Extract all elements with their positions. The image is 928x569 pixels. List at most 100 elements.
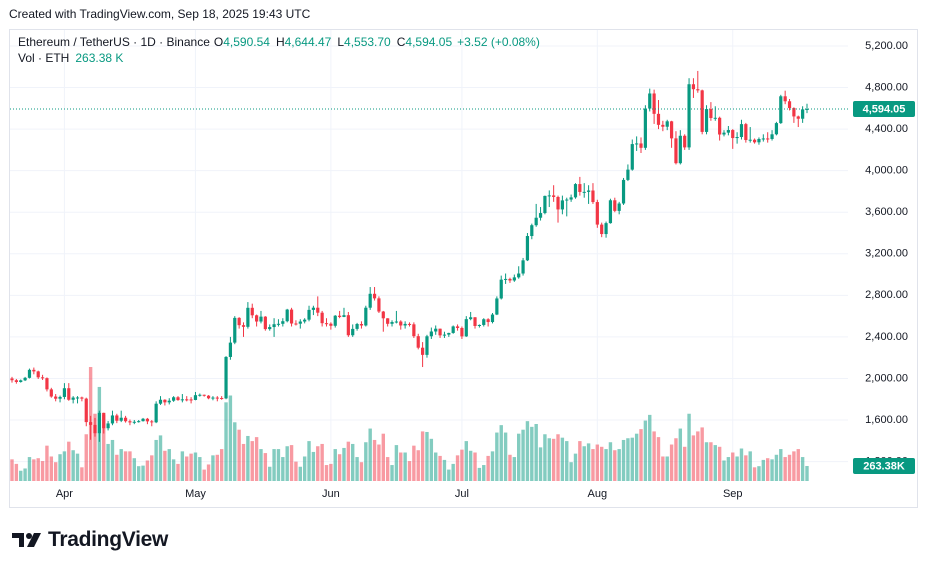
volume-bar — [324, 465, 329, 481]
volume-bar — [337, 454, 342, 481]
brand-logo — [12, 533, 41, 547]
volume-bar — [115, 454, 119, 481]
candle-body — [75, 397, 80, 399]
candle-body — [281, 321, 285, 324]
volume-bar — [385, 457, 390, 481]
volume-bar — [425, 431, 429, 481]
volume-bar — [75, 453, 80, 481]
candle-body — [582, 191, 586, 193]
candle-body — [774, 123, 779, 135]
volume-bar — [329, 463, 333, 481]
volume-bar — [176, 463, 180, 481]
volume-bar — [669, 444, 674, 481]
volume-bar — [399, 452, 403, 481]
volume-bar — [792, 451, 796, 481]
candle-body — [237, 317, 241, 326]
volume-bar — [617, 449, 621, 481]
volume-bar — [320, 443, 324, 481]
volume-bar — [27, 457, 32, 481]
volume-bar — [538, 447, 543, 481]
ohlc-value: 4,644.47 — [284, 35, 332, 49]
candle-body — [652, 93, 656, 114]
volume-bar — [316, 446, 320, 481]
volume-bar — [298, 466, 302, 481]
candle-body — [62, 388, 67, 397]
ohlc-label: C — [396, 35, 406, 49]
candle-body — [316, 307, 320, 313]
volume-bar — [145, 460, 150, 481]
candle-body — [303, 319, 307, 322]
volume-bar — [372, 439, 377, 481]
volume-bar — [381, 433, 385, 481]
volume-bar — [464, 441, 468, 481]
volume-bar — [547, 438, 551, 481]
candle-body — [167, 400, 171, 403]
candle-body — [735, 137, 739, 139]
volume-bar — [556, 434, 560, 481]
candle-body — [477, 324, 481, 326]
volume-bar — [193, 452, 198, 481]
volume-bar — [648, 414, 652, 481]
price-readout: Ethereum / TetherUS · 1D · Binance O4,590… — [18, 34, 540, 50]
candle-body — [779, 96, 783, 124]
volume-bar — [783, 457, 787, 481]
volume-bar — [486, 455, 490, 481]
brand: TradingView — [12, 526, 168, 554]
candle-body — [119, 417, 123, 421]
candle-body — [473, 317, 477, 326]
candle-body — [547, 195, 551, 197]
volume-bar — [652, 431, 656, 481]
candle-body — [49, 389, 53, 397]
volume-bar — [219, 449, 224, 481]
volume-bar — [543, 434, 547, 481]
candle-body — [530, 225, 534, 237]
candle-body — [713, 117, 717, 119]
volume-bar — [67, 441, 71, 481]
volume-bar — [136, 466, 141, 481]
candle-body — [377, 298, 381, 312]
ohlc-label: O — [213, 35, 224, 49]
candle-body — [137, 421, 141, 423]
candle-body — [110, 415, 115, 424]
candle-body — [661, 124, 665, 127]
volume-bar — [447, 469, 451, 481]
candle-body — [578, 184, 582, 192]
candle-body — [403, 323, 407, 326]
volume-bar — [36, 458, 40, 481]
volume-bar — [420, 431, 425, 481]
volume-bar — [167, 449, 171, 481]
volume-bar — [407, 461, 412, 481]
volume-bar — [185, 456, 189, 481]
candle-body — [399, 321, 403, 326]
candle-body — [560, 200, 564, 210]
volume-bar — [241, 443, 246, 481]
change: +3.52 (+0.08%) — [457, 35, 540, 49]
volume-bar — [180, 451, 185, 481]
volume-bar — [521, 429, 525, 481]
volume-bar — [268, 466, 272, 481]
candle-body — [525, 236, 530, 261]
symbol-title: Ethereum / TetherUS · 1D · Binance — [18, 35, 210, 49]
volume-bar — [626, 438, 630, 481]
volume-bar — [434, 452, 438, 481]
candle-body — [45, 378, 49, 390]
volume-bar — [150, 455, 154, 481]
candle-body — [215, 397, 219, 399]
candle-body — [669, 121, 674, 139]
candle-body — [132, 421, 136, 423]
volume-bar — [800, 457, 805, 481]
candle-body — [739, 124, 744, 138]
volume-bar — [62, 451, 67, 481]
ohlc-label: L — [337, 35, 345, 49]
volume-bar — [787, 454, 792, 481]
volume-bar — [560, 437, 565, 481]
volume-bar — [451, 463, 455, 481]
candle-body — [176, 397, 180, 401]
candle-body — [272, 324, 276, 328]
candle-body — [451, 326, 455, 333]
candle-body — [14, 380, 18, 382]
candle-body — [211, 397, 215, 399]
volume-bar — [713, 445, 717, 481]
candle-body — [442, 334, 447, 336]
